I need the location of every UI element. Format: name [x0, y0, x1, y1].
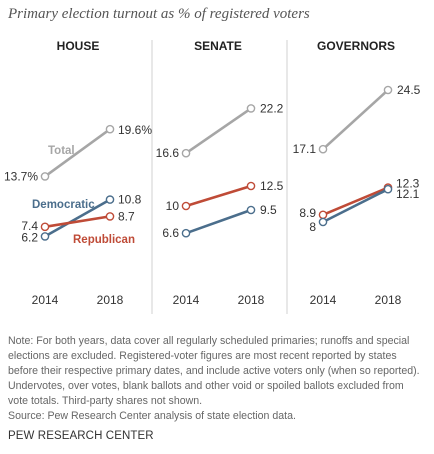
data-label: 19.6%	[118, 123, 152, 137]
data-label: 6.6	[162, 226, 179, 240]
data-label: 24.5	[397, 83, 421, 97]
series-name-republican: Republican	[73, 234, 135, 246]
data-label: 8	[309, 220, 316, 234]
data-point	[181, 228, 191, 238]
data-label: 22.2	[260, 101, 284, 115]
data-point	[40, 232, 50, 241]
panel-title: SENATE	[194, 39, 242, 53]
data-point	[318, 144, 328, 154]
brand-label: PEW RESEARCH CENTER	[8, 430, 154, 442]
data-label: 6.2	[21, 230, 38, 244]
series-line-republican	[322, 186, 389, 216]
series-line-democratic	[185, 208, 252, 235]
x-tick-label: 2018	[238, 293, 265, 307]
data-point	[181, 201, 191, 211]
series-line-republican	[44, 215, 111, 229]
x-tick-label: 2018	[375, 293, 402, 307]
panel-title: GOVERNORS	[317, 39, 395, 53]
series-line-democratic	[322, 188, 389, 224]
series-line-democratic	[44, 198, 111, 238]
data-point	[318, 217, 328, 227]
data-label: 7.4	[21, 219, 38, 233]
data-point	[105, 124, 115, 134]
data-point	[246, 181, 256, 191]
series-name-democratic: Democratic	[32, 199, 95, 211]
data-label: 10	[166, 199, 180, 213]
footnote: Note: For both years, data cover all reg…	[8, 334, 426, 424]
note-text: Note: For both years, data cover all reg…	[8, 335, 420, 407]
data-point	[40, 172, 50, 181]
chart-area: HOUSE 2014 2018 13.7% 19.6% Total 6.2 10.8 Democ…	[4, 39, 421, 314]
x-tick-label: 2018	[97, 293, 124, 307]
x-tick-label: 2014	[173, 293, 200, 307]
data-point	[105, 212, 115, 221]
series-line-total	[44, 128, 111, 178]
data-label: 12.1	[396, 187, 420, 201]
series-name-total: Total	[48, 145, 75, 157]
data-point	[181, 148, 191, 158]
data-point	[246, 104, 256, 113]
data-point	[383, 184, 393, 194]
data-label: 9.5	[260, 203, 277, 217]
series-line-republican	[185, 184, 252, 208]
data-point	[246, 205, 256, 215]
series-line-total	[185, 107, 252, 155]
source-text: Source: Pew Research Center analysis of …	[8, 410, 296, 422]
x-tick-label: 2014	[310, 293, 337, 307]
chart-title: Primary election turnout as % of registe…	[8, 6, 310, 22]
data-label: 13.7%	[4, 169, 38, 183]
data-point	[40, 222, 50, 232]
data-point	[383, 85, 393, 95]
data-label: 17.1	[293, 142, 317, 156]
data-label: 16.6	[156, 146, 180, 160]
series-line-total	[322, 89, 389, 151]
data-point	[318, 210, 328, 220]
data-label: 10.8	[118, 193, 142, 207]
data-label: 12.3	[396, 177, 420, 191]
data-label: 8.9	[299, 206, 316, 220]
data-label: 8.7	[118, 209, 135, 223]
x-tick-label: 2014	[32, 293, 59, 307]
panel-title: HOUSE	[57, 39, 100, 53]
data-label: 12.5	[260, 179, 284, 193]
data-point	[105, 195, 115, 204]
